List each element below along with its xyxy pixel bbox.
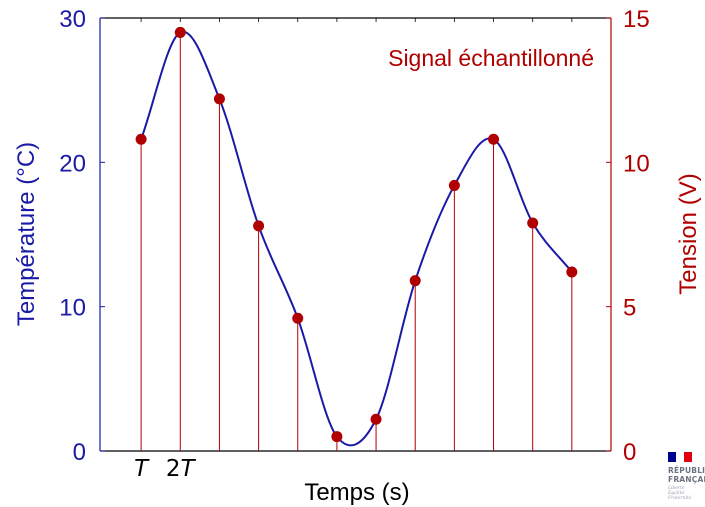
y-right-tick-label: 15: [623, 6, 650, 33]
sample-point: [292, 312, 304, 324]
y-left-tick-label: 0: [73, 439, 86, 466]
y-axis-left-title: Température (°C): [13, 142, 40, 326]
sample-point: [253, 220, 265, 232]
sample-point: [566, 266, 578, 278]
sample-point: [527, 217, 539, 229]
logo-text: RÉPUBLIQUE FRANÇAISE: [668, 466, 705, 484]
temperature-curve: [140, 30, 573, 447]
sample-points: [135, 26, 578, 443]
logo-motto: Liberté Égalité Fraternité: [668, 486, 692, 501]
sample-point: [213, 93, 225, 105]
y-right-tick-label: 0: [623, 439, 636, 466]
flag-red-band: [684, 452, 692, 462]
y-right-tick-label: 10: [623, 150, 650, 177]
y-left-tick-label: 10: [59, 295, 86, 322]
axis-ticks: 0 10 20 30 0 5 10 15 T 2T: [59, 6, 649, 482]
republique-francaise-logo: RÉPUBLIQUE FRANÇAISE Liberté Égalité Fra…: [668, 452, 705, 507]
flag-white-band: [676, 452, 684, 462]
sample-point: [174, 26, 186, 38]
flag-blue-band: [668, 452, 676, 462]
french-flag-icon: [668, 452, 692, 462]
y-left-tick-label: 20: [59, 150, 86, 177]
annotation-signal: Signal échantillonné: [388, 45, 594, 71]
sample-point: [331, 431, 343, 443]
sample-point: [370, 413, 382, 425]
sample-point: [488, 133, 500, 145]
sample-point: [409, 275, 421, 287]
x-tick-label: 2T: [166, 456, 197, 482]
x-tick-label: T: [134, 456, 150, 482]
y-left-tick-label: 30: [59, 6, 86, 33]
x-axis-title: Temps (s): [304, 479, 409, 506]
plot-frame: [99, 17, 612, 452]
y-right-tick-label: 5: [623, 295, 636, 322]
y-axis-right-title: Tension (V): [675, 173, 702, 294]
sample-point: [135, 133, 147, 145]
sample-point: [448, 179, 460, 191]
sample-stems: [140, 32, 573, 451]
